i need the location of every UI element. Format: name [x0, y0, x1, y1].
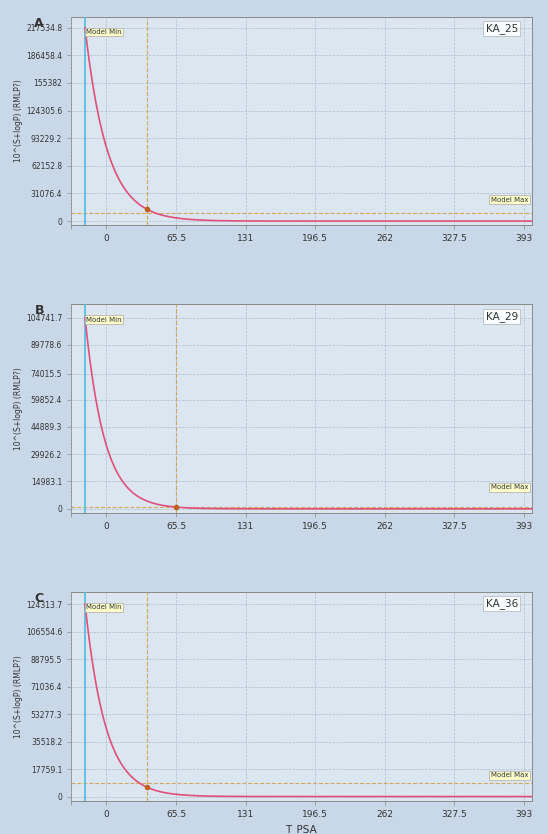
- Y-axis label: 10^(S+logP) (RMLP?): 10^(S+logP) (RMLP?): [14, 79, 23, 163]
- Text: B: B: [35, 304, 44, 318]
- X-axis label: T_PSA: T_PSA: [286, 824, 317, 834]
- Text: KA_25: KA_25: [486, 23, 518, 34]
- Text: Model Min: Model Min: [86, 317, 122, 323]
- Text: Model Max: Model Max: [491, 772, 528, 778]
- Y-axis label: 10^(S+logP) (RMLP?): 10^(S+logP) (RMLP?): [14, 655, 23, 738]
- Text: Model Max: Model Max: [491, 197, 528, 203]
- Text: Model Min: Model Min: [86, 605, 122, 610]
- Text: KA_29: KA_29: [486, 311, 518, 322]
- Text: Model Min: Model Min: [86, 29, 122, 35]
- Text: C: C: [35, 592, 43, 605]
- Text: A: A: [35, 17, 44, 30]
- Text: Model Max: Model Max: [491, 485, 528, 490]
- Y-axis label: 10^(S+logP) (RMLP?): 10^(S+logP) (RMLP?): [14, 367, 23, 450]
- Text: KA_36: KA_36: [486, 599, 518, 610]
